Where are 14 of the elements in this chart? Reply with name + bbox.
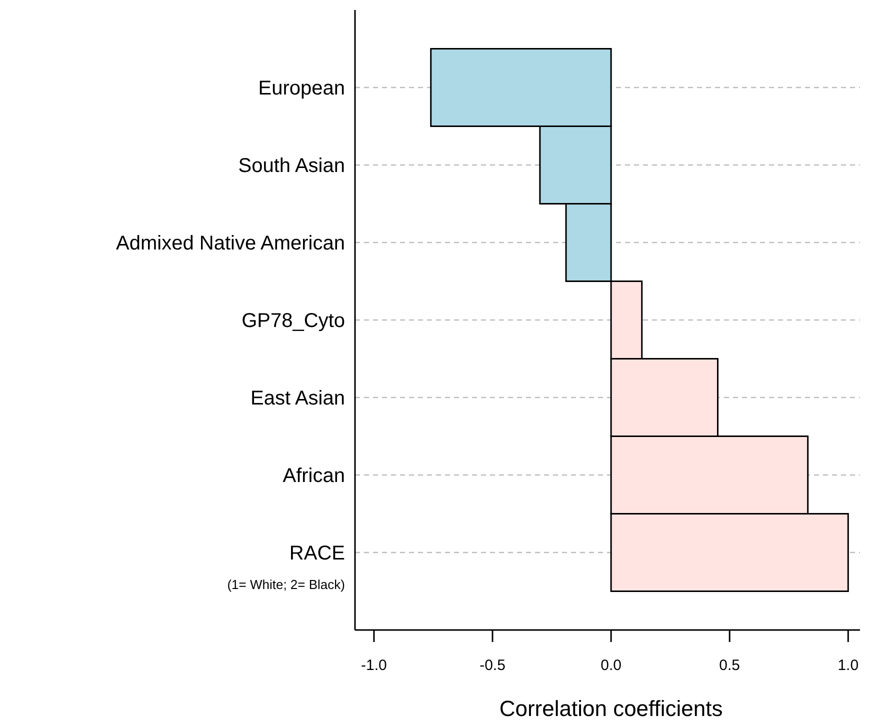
x-axis-title: Correlation coefficients — [499, 696, 723, 721]
y-tick-label: East Asian — [250, 388, 345, 410]
x-tick-label: 0.5 — [719, 657, 740, 674]
y-tick-label: Admixed Native American — [116, 232, 345, 254]
y-tick-label: RACE — [289, 542, 345, 564]
text: (1= White; 2= Black) — [227, 577, 345, 592]
x-tick-label: -1.0 — [361, 657, 387, 674]
x-tick-label: -0.5 — [480, 657, 506, 674]
x-tick-label: 0.0 — [600, 657, 622, 674]
y-tick-label: African — [282, 465, 345, 487]
y-tick-label: European — [258, 78, 345, 100]
y-tick-label: South Asian — [238, 155, 345, 177]
y-tick-label: GP78_Cyto — [242, 310, 345, 332]
x-tick-label: 1.0 — [838, 657, 859, 674]
